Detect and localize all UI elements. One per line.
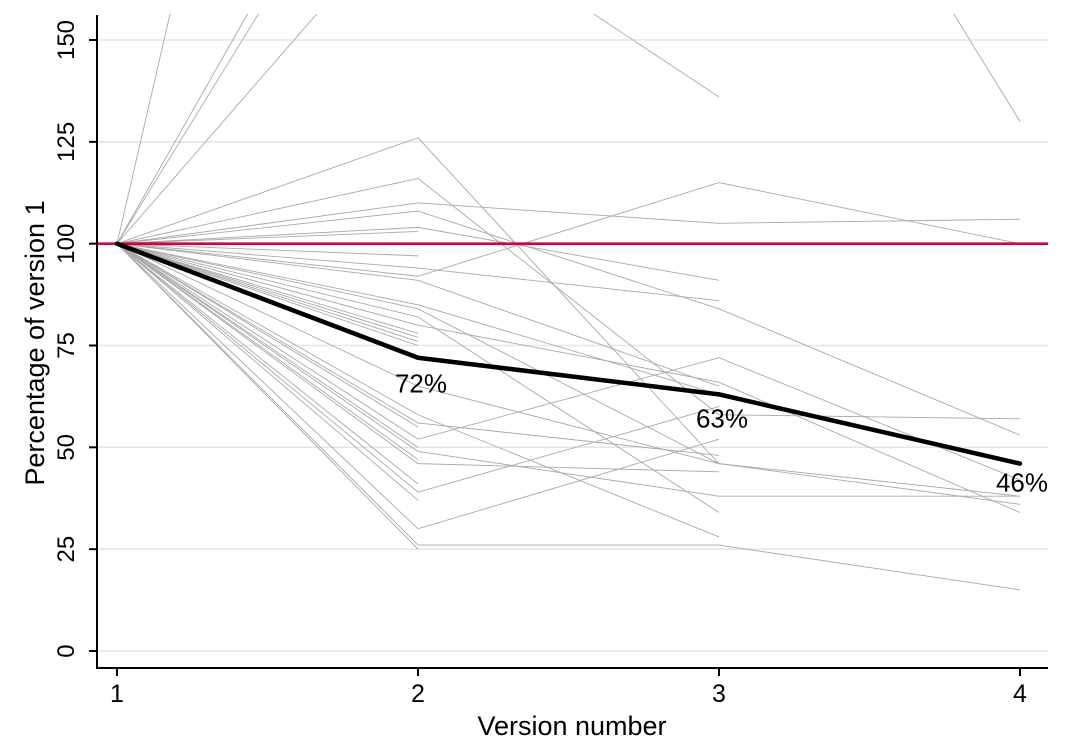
series-line (116, 243, 720, 387)
series-line (116, 243, 720, 302)
series-line (116, 182, 1021, 277)
y-tick-label: 0 (53, 644, 80, 657)
x-tick-label: 3 (712, 680, 726, 708)
series-line (116, 243, 720, 513)
series-line (116, 243, 1021, 481)
series-line (116, 14, 259, 244)
x-tick-label: 4 (1013, 680, 1027, 708)
series-line (116, 243, 419, 448)
x-axis-title: Version number (477, 711, 666, 741)
series-line (116, 243, 419, 428)
mean-point-label: 63% (696, 403, 748, 433)
y-axis-title: Percentage of version 1 (20, 200, 50, 485)
series-line (116, 210, 1021, 436)
series-line (116, 243, 720, 530)
mean-point-label: 46% (996, 468, 1048, 498)
y-tick-label: 50 (53, 434, 80, 461)
series-line (116, 243, 720, 493)
mean-point-label: 72% (395, 369, 447, 399)
series-line (116, 243, 720, 395)
x-tick-label: 2 (411, 680, 425, 708)
series-line (116, 243, 1020, 497)
series-line (116, 14, 720, 244)
series-line (116, 178, 1021, 420)
series-line (116, 243, 419, 460)
series-line (116, 14, 1021, 244)
series-line (116, 243, 419, 485)
series-line (116, 243, 419, 501)
series-line (116, 243, 419, 342)
y-tick-label: 125 (53, 122, 80, 162)
series-line (116, 243, 419, 550)
series-line (116, 202, 1021, 245)
mean-line (114, 241, 1023, 466)
series-line (116, 226, 720, 281)
series-line (116, 243, 720, 456)
series-line (116, 243, 720, 538)
series-lines (116, 14, 1021, 591)
x-tick-label: 1 (110, 680, 124, 708)
y-tick-label: 150 (53, 20, 80, 60)
series-line (116, 243, 419, 257)
series-line (116, 230, 419, 245)
series-line (116, 243, 419, 338)
series-line (116, 243, 720, 465)
series-line (116, 14, 171, 244)
y-tick-label: 25 (53, 536, 80, 563)
series-line (116, 243, 1021, 497)
series-line (116, 137, 1021, 505)
series-line (116, 243, 1021, 591)
y-tick-label: 75 (53, 332, 80, 359)
tick-labels: 0 25 50 75 100 125 150 1 2 3 4 (53, 20, 1027, 708)
axes (89, 15, 1048, 676)
point-labels: 72% 63% 46% (395, 369, 1048, 498)
series-line (116, 243, 1021, 513)
y-tick-label: 100 (53, 224, 80, 264)
series-line (116, 243, 419, 334)
